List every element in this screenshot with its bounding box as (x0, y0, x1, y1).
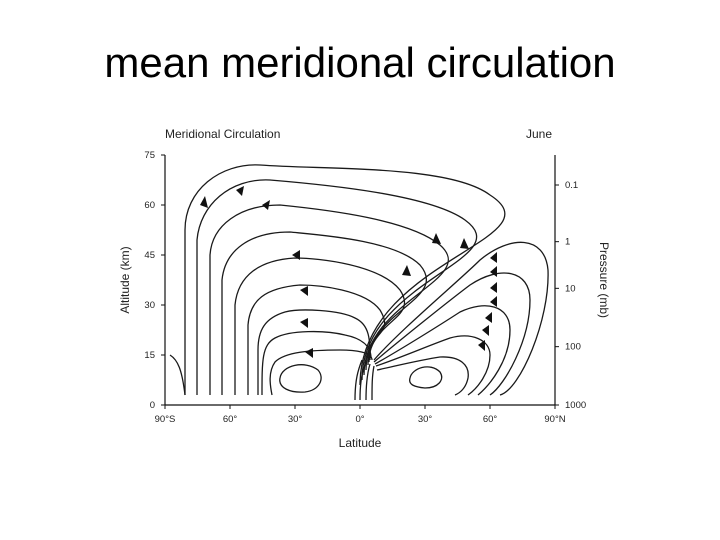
x-axis-label: Latitude (339, 436, 382, 450)
right-tick-label: 1000 (565, 400, 586, 411)
flow-arrows (200, 186, 497, 358)
left-tick-label: 0 (150, 400, 155, 411)
streamline (365, 363, 371, 401)
left-tick-label: 45 (144, 250, 155, 261)
flow-arrow (300, 286, 308, 296)
left-tick-label: 15 (144, 350, 155, 361)
x-tick-label: 60° (483, 414, 498, 425)
left-tick-label: 30 (144, 300, 155, 311)
streamline (373, 272, 531, 396)
x-tick-label: 30° (288, 414, 303, 425)
x-tick-label: 60° (223, 414, 238, 425)
right-tick-label: 1 (565, 237, 570, 248)
streamline (359, 361, 367, 401)
right-tick-label: 10 (565, 283, 576, 294)
left-tick-labels: 0 15 30 45 60 75 (144, 150, 165, 411)
flow-arrow (460, 238, 469, 249)
x-tick-label: 90°S (155, 414, 176, 425)
streamline (261, 330, 372, 396)
flow-arrow (200, 196, 208, 208)
flow-arrow (432, 233, 441, 244)
x-tick-label: 90°N (544, 414, 565, 425)
streamline (169, 354, 186, 396)
streamline (354, 359, 363, 401)
flow-arrow (402, 265, 411, 276)
panel-title: Meridional Circulation (165, 127, 280, 141)
closed-cell (409, 366, 443, 389)
streamline (221, 231, 428, 395)
right-tick-label: 100 (565, 342, 581, 353)
streamline (371, 365, 375, 401)
streamline (257, 309, 371, 395)
x-tick-label: 30° (418, 414, 433, 425)
streamline (375, 335, 491, 396)
streamlines (169, 164, 549, 401)
flow-arrow (490, 296, 497, 307)
right-tick-labels: 1000 100 10 1 0.1 (555, 180, 586, 411)
x-tick-label: 0° (355, 414, 364, 425)
streamline (209, 204, 449, 395)
flow-arrow (490, 252, 497, 263)
streamline (373, 241, 549, 396)
flow-arrow (292, 250, 300, 260)
streamline (234, 257, 406, 395)
streamline (374, 305, 511, 396)
flow-arrow (490, 282, 497, 293)
streamline (184, 164, 506, 395)
closed-cell (279, 364, 322, 393)
streamline (247, 284, 386, 395)
month-label: June (526, 127, 552, 141)
flow-arrow (485, 312, 492, 323)
flow-arrow (300, 318, 308, 328)
flow-arrow (236, 186, 244, 196)
flow-arrow (478, 340, 485, 351)
y-axis-left-label: Altitude (km) (118, 246, 132, 313)
streamline (196, 179, 478, 395)
flow-arrow (482, 325, 489, 336)
left-tick-label: 75 (144, 150, 155, 161)
right-tick-label: 0.1 (565, 180, 578, 191)
left-tick-label: 60 (144, 200, 155, 211)
flow-arrow (262, 200, 270, 210)
flow-arrow (490, 266, 497, 277)
x-tick-labels: 90°S 60° 30° 0° 30° 60° 90°N (155, 405, 566, 425)
streamline (376, 356, 469, 396)
streamline (269, 349, 373, 396)
slide-title: mean meridional circulation (104, 39, 616, 86)
y-axis-right-label: Pressure (mb) (597, 242, 611, 318)
flow-arrow (305, 348, 313, 358)
